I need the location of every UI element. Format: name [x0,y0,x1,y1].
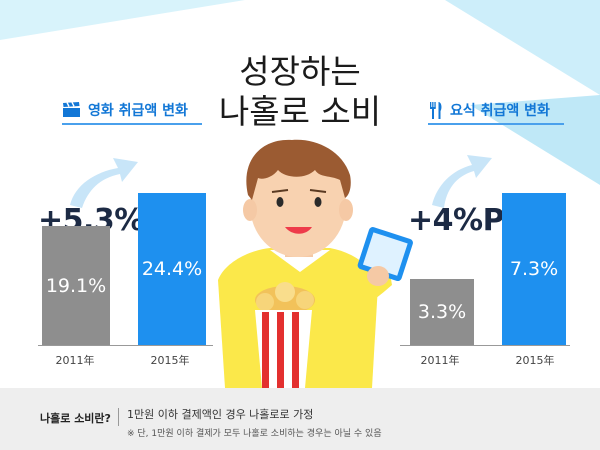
movie-label-underline [62,123,202,125]
movie-section-label: 영화 취급액 변화 [62,100,202,125]
food-growth-arrow [432,155,492,208]
movie-section-text: 영화 취급액 변화 [88,103,188,119]
movie-growth-arrow [70,158,138,208]
footer-panel: 나홀로 소비란? 1만원 이하 결제액인 경우 나홀로로 가정 ※ 단, 1만원… [0,388,600,450]
food-label-underline [428,123,564,125]
food-bar-2015-value: 7.3% [509,258,559,280]
food-section-text: 요식 취급액 변화 [450,103,550,119]
movie-baseline [38,345,213,346]
footer-divider [118,408,119,426]
title-line-1: 성장하는 [239,52,361,91]
movie-bar-2011: 19.1% [42,226,110,345]
movie-year-2015: 2015年 [150,354,190,367]
food-bar-2015: 7.3% [502,193,566,345]
movie-bar-2015-value: 24.4% [141,258,203,280]
food-baseline [400,345,570,346]
footer-definition-key: 나홀로 소비란? [40,412,111,425]
clapperboard-icon [63,102,80,117]
movie-bar-2015: 24.4% [138,193,206,345]
fork-knife-icon [430,101,442,119]
food-bar-2011-value: 3.3% [417,301,467,323]
footer-note: ※ 단, 1만원 이하 결제가 모두 나홀로 소비하는 경우는 아닐 수 있음 [127,429,382,439]
food-bar-2011: 3.3% [410,279,474,345]
food-section-label: 요식 취급액 변화 [428,100,564,125]
footer-definition-text: 1만원 이하 결제액인 경우 나홀로로 가정 [127,408,314,421]
movie-bar-2011-value: 19.1% [45,274,107,297]
food-year-2015: 2015年 [515,354,555,367]
title-line-2: 나홀로 소비 [218,92,382,131]
movie-year-2011: 2011年 [55,354,95,367]
food-growth-label: +4%P [408,203,505,238]
food-year-2011: 2011年 [420,354,460,367]
